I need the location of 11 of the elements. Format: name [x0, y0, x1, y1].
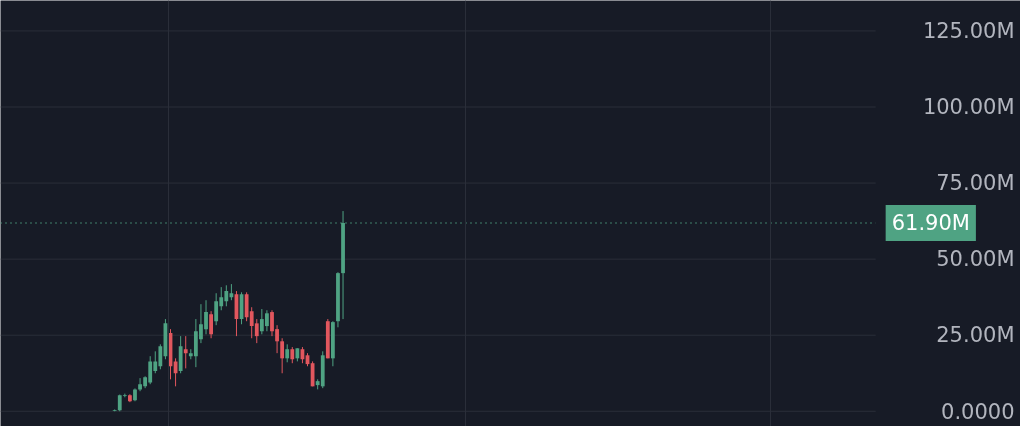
y-tick-label: 25.00M [936, 323, 1015, 348]
candlestick [209, 310, 213, 339]
y-tick-label: 50.00M [936, 247, 1015, 272]
y-tick-label: 125.00M [922, 18, 1015, 43]
y-tick-label: 100.00M [922, 95, 1015, 119]
candlestick [214, 292, 219, 326]
candlestick [183, 335, 188, 369]
y-tick-label: 0.0000 [941, 400, 1015, 425]
candlestick [280, 337, 285, 374]
ref-line-label: 61.90M [891, 210, 970, 235]
y-tick-label: 75.00M [936, 171, 1015, 196]
